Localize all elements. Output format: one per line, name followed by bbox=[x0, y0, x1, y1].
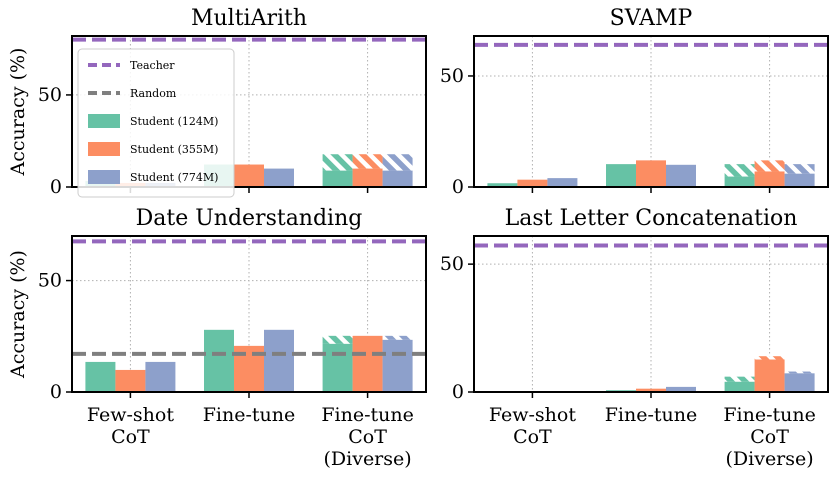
x-tick-label-line: Few-shot bbox=[87, 404, 174, 426]
x-tick-label-line: (Diverse) bbox=[323, 448, 411, 470]
bar-Student (355M) bbox=[352, 168, 383, 187]
x-tick-label: Fine-tune CoT (Diverse) bbox=[723, 404, 816, 470]
bar-hatched-Student (124M) bbox=[724, 376, 755, 382]
bar-hatched-Student (355M) bbox=[754, 356, 785, 360]
y-tick-label: 0 bbox=[452, 176, 464, 198]
x-tick-label-line: Fine-tune bbox=[605, 404, 698, 426]
y-tick-label: 50 bbox=[38, 270, 62, 292]
legend-label: Student (124M) bbox=[130, 115, 218, 128]
bar-Student (355M) bbox=[115, 369, 146, 392]
bar-Student (355M) bbox=[636, 388, 666, 392]
bar-Student (774M) bbox=[666, 164, 696, 187]
x-tick-label-line: CoT bbox=[111, 426, 150, 448]
x-tick-label-line: CoT bbox=[348, 426, 387, 448]
bar-Student (355M) bbox=[754, 171, 785, 187]
y-tick-label: 50 bbox=[440, 65, 464, 87]
x-tick-label-line: Fine-tune bbox=[723, 404, 816, 426]
panel-2: 0 50 SVAMP bbox=[440, 6, 829, 198]
bar-Student (774M) bbox=[784, 373, 815, 392]
bar-hatched-Student (124M) bbox=[322, 154, 353, 171]
x-tick-label-line: Fine-tune bbox=[321, 404, 414, 426]
bar-hatched-Student (124M) bbox=[322, 335, 353, 344]
legend-label: Random bbox=[130, 87, 177, 100]
y-tick-label: 0 bbox=[50, 381, 62, 403]
bar-Student (124M) bbox=[724, 381, 755, 392]
bar-Student (774M) bbox=[145, 361, 176, 392]
bar-Student (124M) bbox=[724, 176, 755, 187]
bar-Student (355M) bbox=[517, 179, 548, 187]
y-axis-label: Accuracy (%) bbox=[7, 48, 29, 177]
bar-hatched-Student (774M) bbox=[382, 154, 413, 171]
bar-Student (355M) bbox=[754, 359, 785, 392]
y-tick-label: 0 bbox=[452, 381, 464, 403]
x-tick-label: Few-shot CoT bbox=[489, 404, 576, 448]
x-tick-label: Fine-tune CoT (Diverse) bbox=[321, 404, 414, 470]
panel-3: 0 50 Date Understanding Accuracy (%) Few-sho… bbox=[7, 206, 427, 470]
x-tick-label-line: CoT bbox=[513, 426, 552, 448]
bar-hatched-Student (774M) bbox=[382, 335, 413, 340]
legend-label: Student (355M) bbox=[130, 143, 218, 156]
bar-Student (124M) bbox=[487, 183, 518, 187]
bar-Student (774M) bbox=[382, 339, 413, 392]
legend-label: Teacher bbox=[130, 59, 175, 72]
x-tick-label-line: Few-shot bbox=[489, 404, 576, 426]
legend: Teacher Random Student (124M) Student (355M… bbox=[77, 48, 235, 198]
legend-swatch-Student (355M) bbox=[88, 142, 120, 156]
y-tick-label: 0 bbox=[50, 176, 62, 198]
bar-Student (124M) bbox=[606, 164, 636, 187]
x-tick-label: Few-shot CoT bbox=[87, 404, 174, 448]
legend-label: Student (774M) bbox=[130, 171, 218, 184]
y-axis-label: Accuracy (%) bbox=[7, 250, 29, 379]
panel-title: Date Understanding bbox=[136, 206, 363, 231]
bar-hatched-Student (124M) bbox=[724, 164, 755, 177]
y-tick-label: 50 bbox=[440, 253, 464, 275]
bar-Student (124M) bbox=[322, 170, 353, 187]
bar-hatched-Student (355M) bbox=[754, 160, 785, 172]
x-tick-label-line: (Diverse) bbox=[725, 448, 813, 470]
bar-hatched-Student (355M) bbox=[352, 154, 383, 169]
legend-swatch-Student (124M) bbox=[88, 114, 120, 128]
bar-Student (774M) bbox=[382, 170, 413, 187]
bar-Student (124M) bbox=[322, 343, 353, 392]
bar-Student (124M) bbox=[85, 361, 116, 392]
bar-Student (774M) bbox=[784, 173, 815, 187]
bar-Student (124M) bbox=[204, 329, 234, 392]
x-tick-label-line: Fine-tune bbox=[203, 404, 296, 426]
bar-Student (355M) bbox=[352, 335, 383, 392]
bar-hatched-Student (774M) bbox=[784, 164, 815, 174]
panel-1: 0 50 MultiArith Accuracy (%) Teacher Random St… bbox=[7, 6, 427, 198]
x-tick-label-line: CoT bbox=[750, 426, 789, 448]
x-tick-label: Fine-tune bbox=[203, 404, 296, 426]
y-tick-label: 50 bbox=[38, 84, 62, 106]
panel-title: Last Letter Concatenation bbox=[505, 206, 798, 231]
legend-box bbox=[77, 48, 235, 198]
bar-Student (774M) bbox=[666, 386, 696, 392]
x-tick-label: Fine-tune bbox=[605, 404, 698, 426]
bar-Student (355M) bbox=[636, 160, 666, 187]
panel-title: SVAMP bbox=[610, 6, 693, 31]
bar-Student (355M) bbox=[234, 164, 264, 187]
legend-swatch-Student (774M) bbox=[88, 170, 120, 184]
bar-Student (774M) bbox=[264, 168, 294, 187]
bar-Student (774M) bbox=[547, 178, 578, 187]
bar-hatched-Student (774M) bbox=[784, 371, 815, 374]
panel-title: MultiArith bbox=[191, 6, 307, 31]
bar-Student (774M) bbox=[264, 329, 294, 392]
